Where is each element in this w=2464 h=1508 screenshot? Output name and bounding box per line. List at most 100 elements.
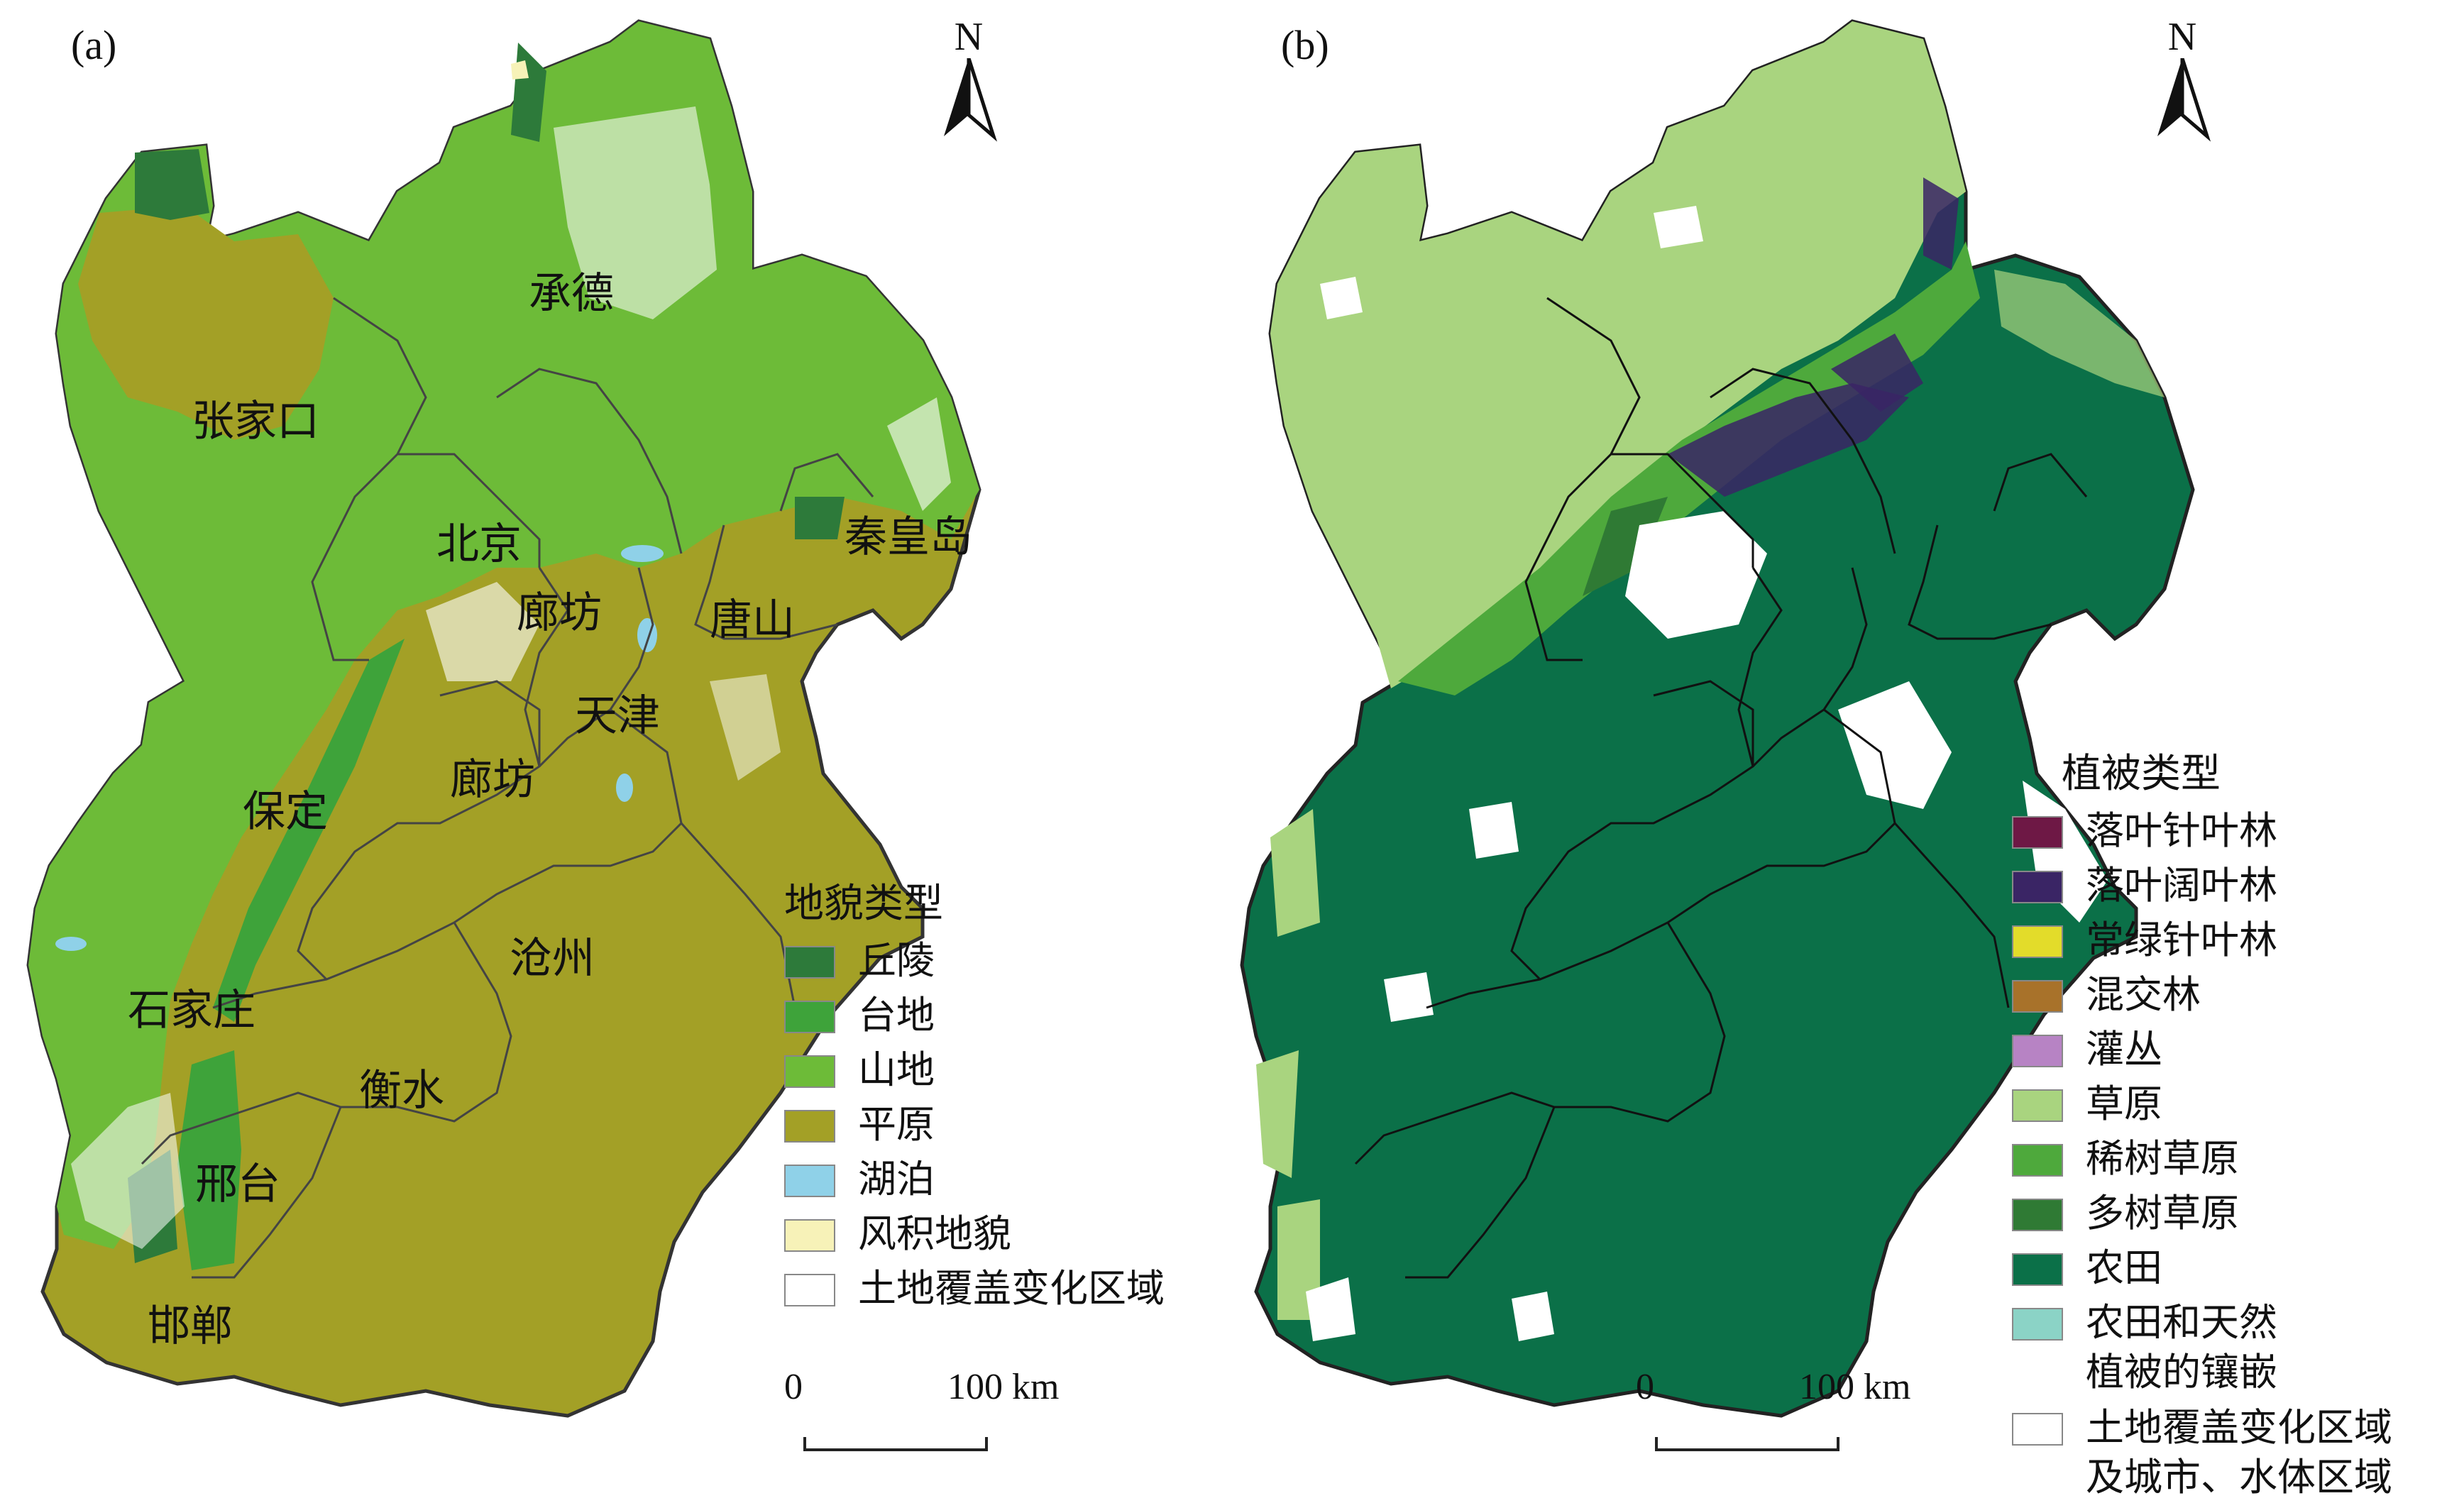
- north-arrow-icon: [944, 57, 998, 142]
- city-label-xingtai: 邢台: [195, 1160, 280, 1209]
- legend-item: 灌丛: [2012, 1025, 2392, 1079]
- legend-swatch: [784, 1274, 835, 1306]
- legend-swatch: [784, 1110, 835, 1143]
- panel-b-scale-bar: 0 100 km: [1636, 1366, 1910, 1458]
- panel-a-change-area: [887, 397, 951, 511]
- legend-label: 稀树草原: [2086, 1136, 2239, 1181]
- panel-b-deciduous-broadleaf: [1831, 334, 1923, 412]
- scale-end-label: 100 km: [1799, 1367, 1911, 1407]
- legend-label: 农田和天然 植被的镶嵌: [2086, 1300, 2277, 1394]
- city-label-tianjin: 天津: [575, 691, 660, 741]
- city-label-chengde: 承德: [529, 269, 614, 319]
- city-label-shijiazhuang: 石家庄: [128, 986, 255, 1035]
- panel-a-change-area: [71, 1093, 185, 1249]
- city-label-beijing: 北京: [436, 519, 522, 569]
- panel-a-hill-patch: [135, 149, 209, 220]
- city-label-zhangjiakou: 张家口: [192, 397, 319, 446]
- legend-swatch: [784, 1055, 835, 1088]
- legend-title: 植被类型: [2062, 751, 2221, 797]
- legend-item: 台地: [784, 991, 1165, 1045]
- legend-item: 风积地貌: [784, 1209, 1165, 1264]
- scale-bar-line: [803, 1437, 988, 1451]
- panel-b-ne-grassland: [1994, 270, 2165, 397]
- panel-b-urban-area: [1306, 1277, 1355, 1341]
- legend-item: 落叶针叶林: [2012, 806, 2392, 861]
- panel-a-terrace-strip: [177, 1050, 241, 1270]
- legend-label: 湖泊: [858, 1157, 935, 1201]
- legend-swatch: [2012, 816, 2063, 849]
- legend-item: 土地覆盖变化区域 及城市、水体区域: [2012, 1403, 2392, 1508]
- city-label-langfang-south: 廊坊: [450, 755, 535, 805]
- legend-swatch: [2012, 980, 2063, 1013]
- panel-a-north-arrow: N: [937, 16, 1001, 146]
- panel-a-legend: 地貌类型 丘陵 台地 山地 平原 湖泊 风积地貌 土地覆盖变化区域: [784, 871, 1165, 1319]
- legend-label: 草原: [2086, 1082, 2162, 1126]
- panel-a-terrace-strip: [213, 639, 405, 1022]
- legend-label: 灌丛: [2086, 1027, 2162, 1072]
- panel-b-legend: 植被类型 落叶针叶林 落叶阔叶林 常绿针叶林 混交林 灌丛 草原 稀树草原 多树…: [2012, 742, 2392, 1508]
- legend-swatch: [2012, 1089, 2063, 1122]
- legend-swatch: [2012, 1308, 2063, 1341]
- city-label-tangshan: 唐山: [710, 595, 795, 645]
- legend-item: 多树草原: [2012, 1189, 2392, 1243]
- legend-swatch: [784, 1001, 835, 1033]
- legend-swatch: [2012, 1199, 2063, 1231]
- legend-item: 湖泊: [784, 1155, 1165, 1209]
- legend-swatch: [2012, 1413, 2063, 1446]
- panel-b-urban-area: [1384, 972, 1434, 1022]
- legend-swatch: [2012, 925, 2063, 958]
- legend-label: 农田: [2086, 1245, 2162, 1290]
- panel-a-scale-bar: 0 100 km: [784, 1366, 1059, 1458]
- legend-item: 农田: [2012, 1243, 2392, 1298]
- legend-swatch: [2012, 1144, 2063, 1177]
- city-label-langfang-north: 廊坊: [517, 588, 602, 638]
- legend-label: 常绿针叶林: [2086, 918, 2277, 962]
- panel-a-change-area: [426, 582, 539, 681]
- panel-b-urban-area: [1654, 206, 1703, 248]
- panel-a-plateau-plain: [78, 206, 334, 440]
- panel-b-deciduous-broadleaf: [1668, 383, 1909, 497]
- legend-label: 土地覆盖变化区域: [858, 1266, 1165, 1311]
- legend-label: 山地: [858, 1047, 935, 1092]
- panel-b-woody-savanna: [1270, 809, 1320, 937]
- legend-label: 多树草原: [2086, 1191, 2239, 1235]
- north-label: N: [2167, 15, 2197, 59]
- legend-label: 丘陵: [858, 938, 935, 983]
- north-arrow-icon: [2157, 57, 2211, 142]
- panel-b-urban-area: [1512, 1292, 1554, 1341]
- panel-a-change-area: [554, 106, 717, 319]
- legend-item: 丘陵: [784, 936, 1165, 991]
- legend-label: 落叶针叶林: [2086, 808, 2277, 853]
- city-label-cangzhou: 沧州: [510, 934, 595, 984]
- panel-a-hill-patch: [795, 497, 845, 539]
- legend-swatch: [784, 946, 835, 979]
- scale-end-label: 100 km: [947, 1367, 1060, 1407]
- legend-item: 土地覆盖变化区域: [784, 1264, 1165, 1319]
- legend-label: 风积地貌: [858, 1211, 1011, 1256]
- legend-item: 草原: [2012, 1079, 2392, 1134]
- panel-b-urban-area: [1469, 802, 1519, 859]
- legend-swatch: [2012, 1035, 2063, 1067]
- panel-b-urban-area: [1838, 681, 1952, 809]
- legend-item: 混交林: [2012, 970, 2392, 1025]
- panel-a-aeolian-patch: [511, 60, 529, 79]
- legend-swatch: [784, 1219, 835, 1252]
- panel-a-lake: [55, 937, 87, 951]
- panel-b-urban-area: [1625, 511, 1767, 639]
- legend-item: 落叶阔叶林: [2012, 861, 2392, 915]
- panel-b-deciduous-broadleaf: [1923, 177, 1959, 270]
- legend-label: 台地: [858, 993, 935, 1038]
- scale-start-label: 0: [1636, 1367, 1654, 1407]
- city-label-hengshui: 衡水: [359, 1066, 444, 1116]
- panel-b-city-boundaries: [1354, 297, 2088, 1279]
- legend-label: 平原: [858, 1102, 935, 1147]
- scale-bar-line: [1655, 1437, 1839, 1451]
- city-label-qinhuangdao: 秦皇岛: [845, 512, 972, 562]
- panel-a-change-area: [710, 674, 781, 781]
- legend-label: 落叶阔叶林: [2086, 863, 2277, 908]
- legend-item: 农田和天然 植被的镶嵌: [2012, 1298, 2392, 1403]
- legend-item: 平原: [784, 1100, 1165, 1155]
- panel-b-north-arrow: N: [2150, 16, 2214, 146]
